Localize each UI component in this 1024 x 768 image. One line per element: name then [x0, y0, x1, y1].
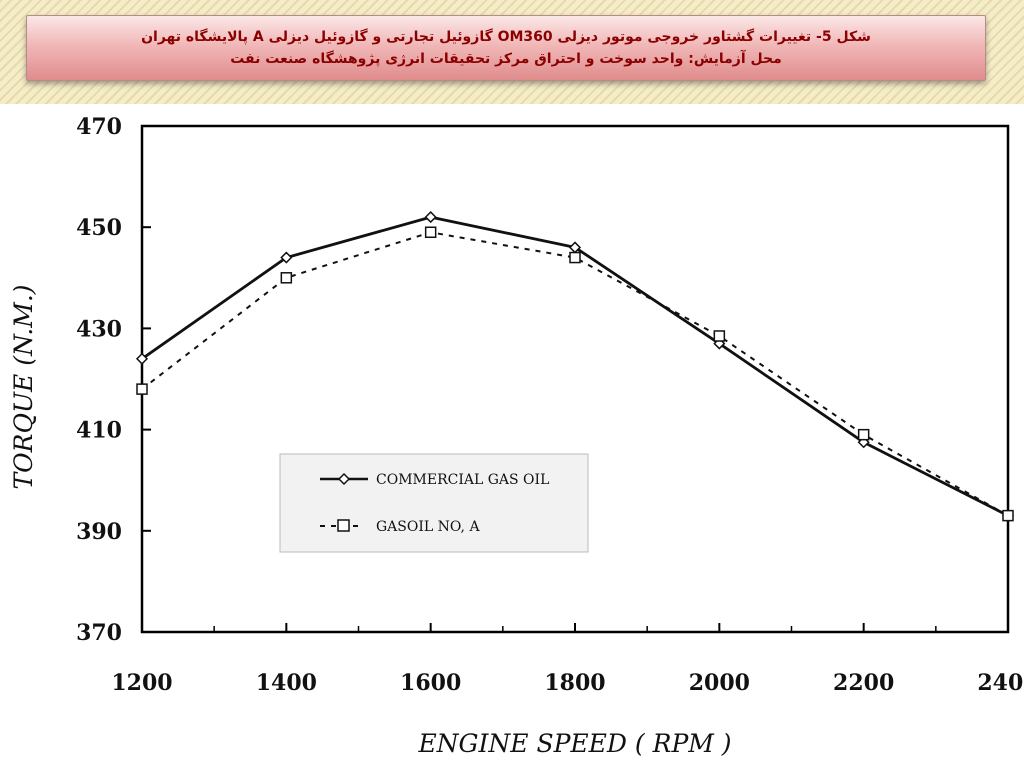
data-point-square: [857, 428, 870, 441]
y-tick-label: 450: [76, 215, 122, 241]
x-tick-label: 1400: [256, 670, 317, 696]
data-point-diamond: [280, 251, 293, 264]
x-tick-label: 2400: [977, 670, 1024, 696]
data-point-square: [424, 226, 437, 239]
x-tick-label: 1200: [111, 670, 172, 696]
legend-label-commercial: COMMERCIAL GAS OIL: [376, 472, 549, 488]
figure-area: ENGINE SPEED ( RPM ) TORQUE (N.M.) COMME…: [0, 104, 1024, 768]
data-point-square: [569, 251, 581, 264]
plot-frame: [140, 124, 1010, 634]
data-point-square: [713, 330, 726, 342]
series-layer: [135, 211, 1015, 522]
y-axis-title: TORQUE (N.M.): [9, 284, 38, 489]
torque-chart: ENGINE SPEED ( RPM ) TORQUE (N.M.) COMME…: [9, 114, 1024, 758]
legend-box: [279, 453, 589, 553]
slide-title-box: شکل 5- تغییرات گشتاور خروجی موتور دیزلی …: [26, 15, 986, 81]
x-tick-label: 1800: [544, 670, 605, 696]
slide-title-line-1: شکل 5- تغییرات گشتاور خروجی موتور دیزلی …: [141, 29, 871, 45]
data-point-square: [280, 272, 293, 284]
y-tick-label: 410: [76, 418, 122, 444]
legend-diamond-marker: [337, 472, 351, 486]
y-tick-label: 430: [76, 316, 122, 342]
y-tick-label: 470: [76, 114, 122, 140]
x-tick-label: 2000: [689, 670, 750, 696]
data-point-square: [1002, 509, 1014, 522]
data-point-diamond: [424, 211, 437, 224]
data-point-square: [136, 383, 148, 395]
x-tick-label: 1600: [400, 670, 461, 696]
x-axis-title: ENGINE SPEED ( RPM ): [417, 729, 731, 758]
legend-square-marker: [337, 519, 350, 532]
y-tick-label: 370: [76, 620, 122, 646]
slide-title-line-2: محل آزمایش: واحد سوخت و احتراق مرکز تحقی…: [230, 51, 782, 67]
y-tick-label: 390: [76, 519, 122, 545]
data-point-diamond: [135, 352, 149, 365]
x-tick-label: 2200: [833, 670, 894, 696]
legend-label-gasoil: GASOIL NO, A: [376, 519, 480, 535]
axis-ticks-layer: 1200 1400 1600 1800 2000 2200 2400 370 390 410 430…: [76, 114, 1024, 696]
